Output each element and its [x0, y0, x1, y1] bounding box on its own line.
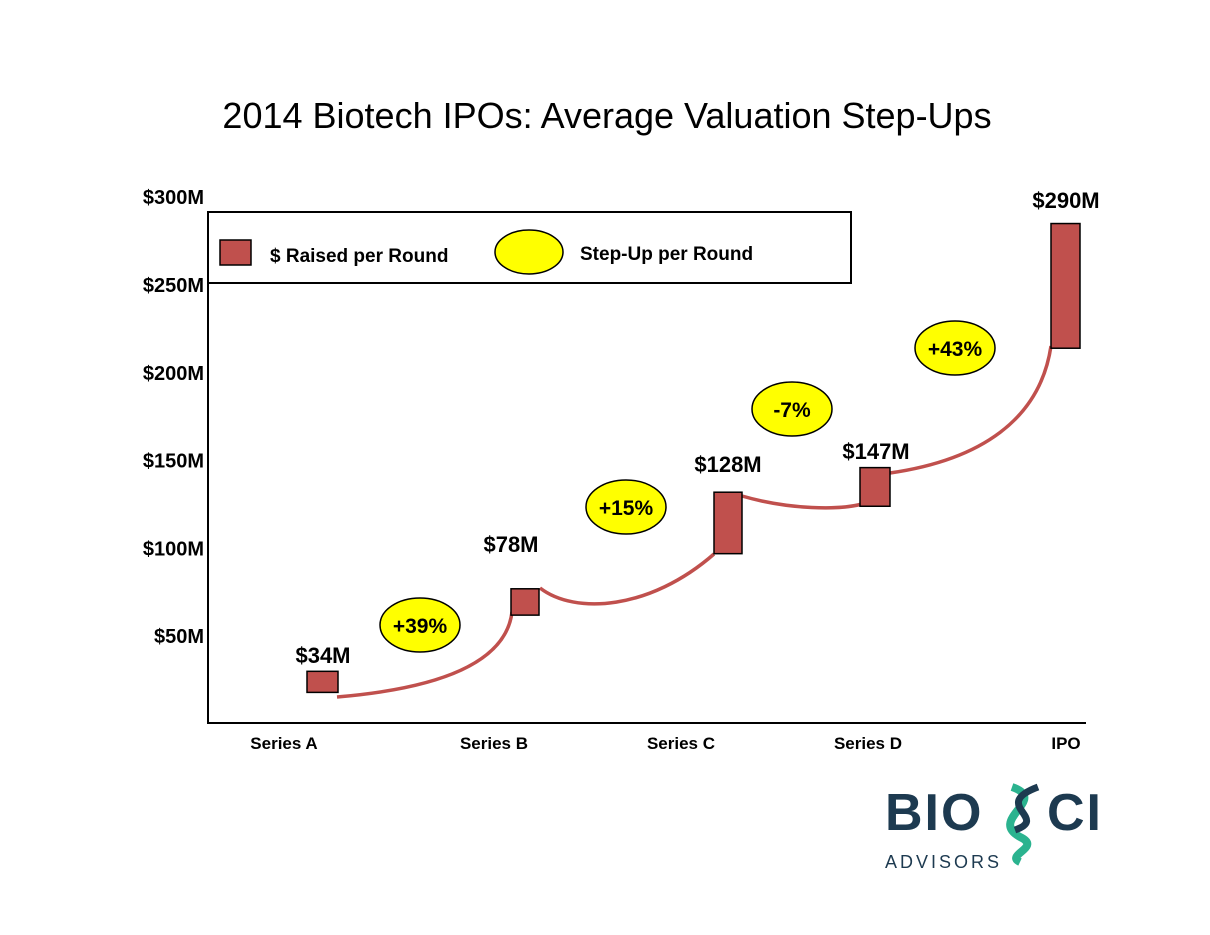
step-up-curve	[336, 611, 514, 699]
legend: $ Raised per Round Step-Up per Round	[207, 211, 852, 284]
raised-bar	[859, 466, 891, 508]
y-tick-label: $200M	[143, 363, 204, 385]
step-up-curve	[741, 494, 863, 510]
x-tick-label: Series B	[460, 734, 528, 753]
y-tick-label: $100M	[143, 538, 204, 560]
step-up-label: +15%	[599, 497, 654, 520]
step-up-ellipse	[914, 320, 996, 376]
step-up-label: +39%	[393, 615, 448, 638]
chart-title: 2014 Biotech IPOs: Average Valuation Ste…	[222, 95, 991, 136]
logo-text-advisors: ADVISORS	[885, 852, 1002, 872]
step-up-label: -7%	[773, 399, 811, 422]
raised-bar	[713, 491, 743, 555]
valuation-label: $78M	[483, 532, 538, 557]
step-up-ellipse	[751, 381, 833, 437]
x-tick-label: Series D	[834, 734, 902, 753]
step-up-label: +43%	[928, 338, 983, 361]
y-tick-label: $50M	[154, 626, 204, 648]
axes	[207, 212, 1086, 724]
x-tick-label: Series A	[250, 734, 317, 753]
step-up-curve	[538, 552, 716, 606]
logo-text-ci: CI	[1047, 784, 1103, 842]
step-up-ellipse	[585, 479, 667, 535]
valuation-label: $128M	[694, 452, 761, 477]
raised-bar	[510, 588, 540, 616]
y-tick-label: $250M	[143, 275, 204, 297]
y-tick-label: $300M	[143, 187, 204, 209]
step-up-ellipse	[379, 597, 461, 653]
legend-label-raised: $ Raised per Round	[270, 246, 448, 267]
step-up-curve	[889, 345, 1053, 475]
logo-helix-strand-icon	[1013, 783, 1040, 834]
x-tick-label: Series C	[647, 734, 715, 753]
y-tick-label: $150M	[143, 451, 204, 473]
legend-swatch-raised	[219, 239, 252, 266]
legend-swatch-stepup	[494, 229, 564, 275]
valuation-label: $290M	[1032, 188, 1099, 213]
valuation-label: $147M	[842, 439, 909, 464]
raised-bar	[306, 670, 339, 694]
biosci-advisors-logo: BIO CI ADVISORS	[885, 783, 1103, 872]
logo-text-bio: BIO	[885, 784, 983, 842]
valuation-label: $34M	[295, 643, 350, 668]
legend-label-stepup: Step-Up per Round	[580, 244, 753, 265]
raised-bar	[1050, 222, 1081, 349]
x-tick-label: IPO	[1051, 734, 1080, 753]
